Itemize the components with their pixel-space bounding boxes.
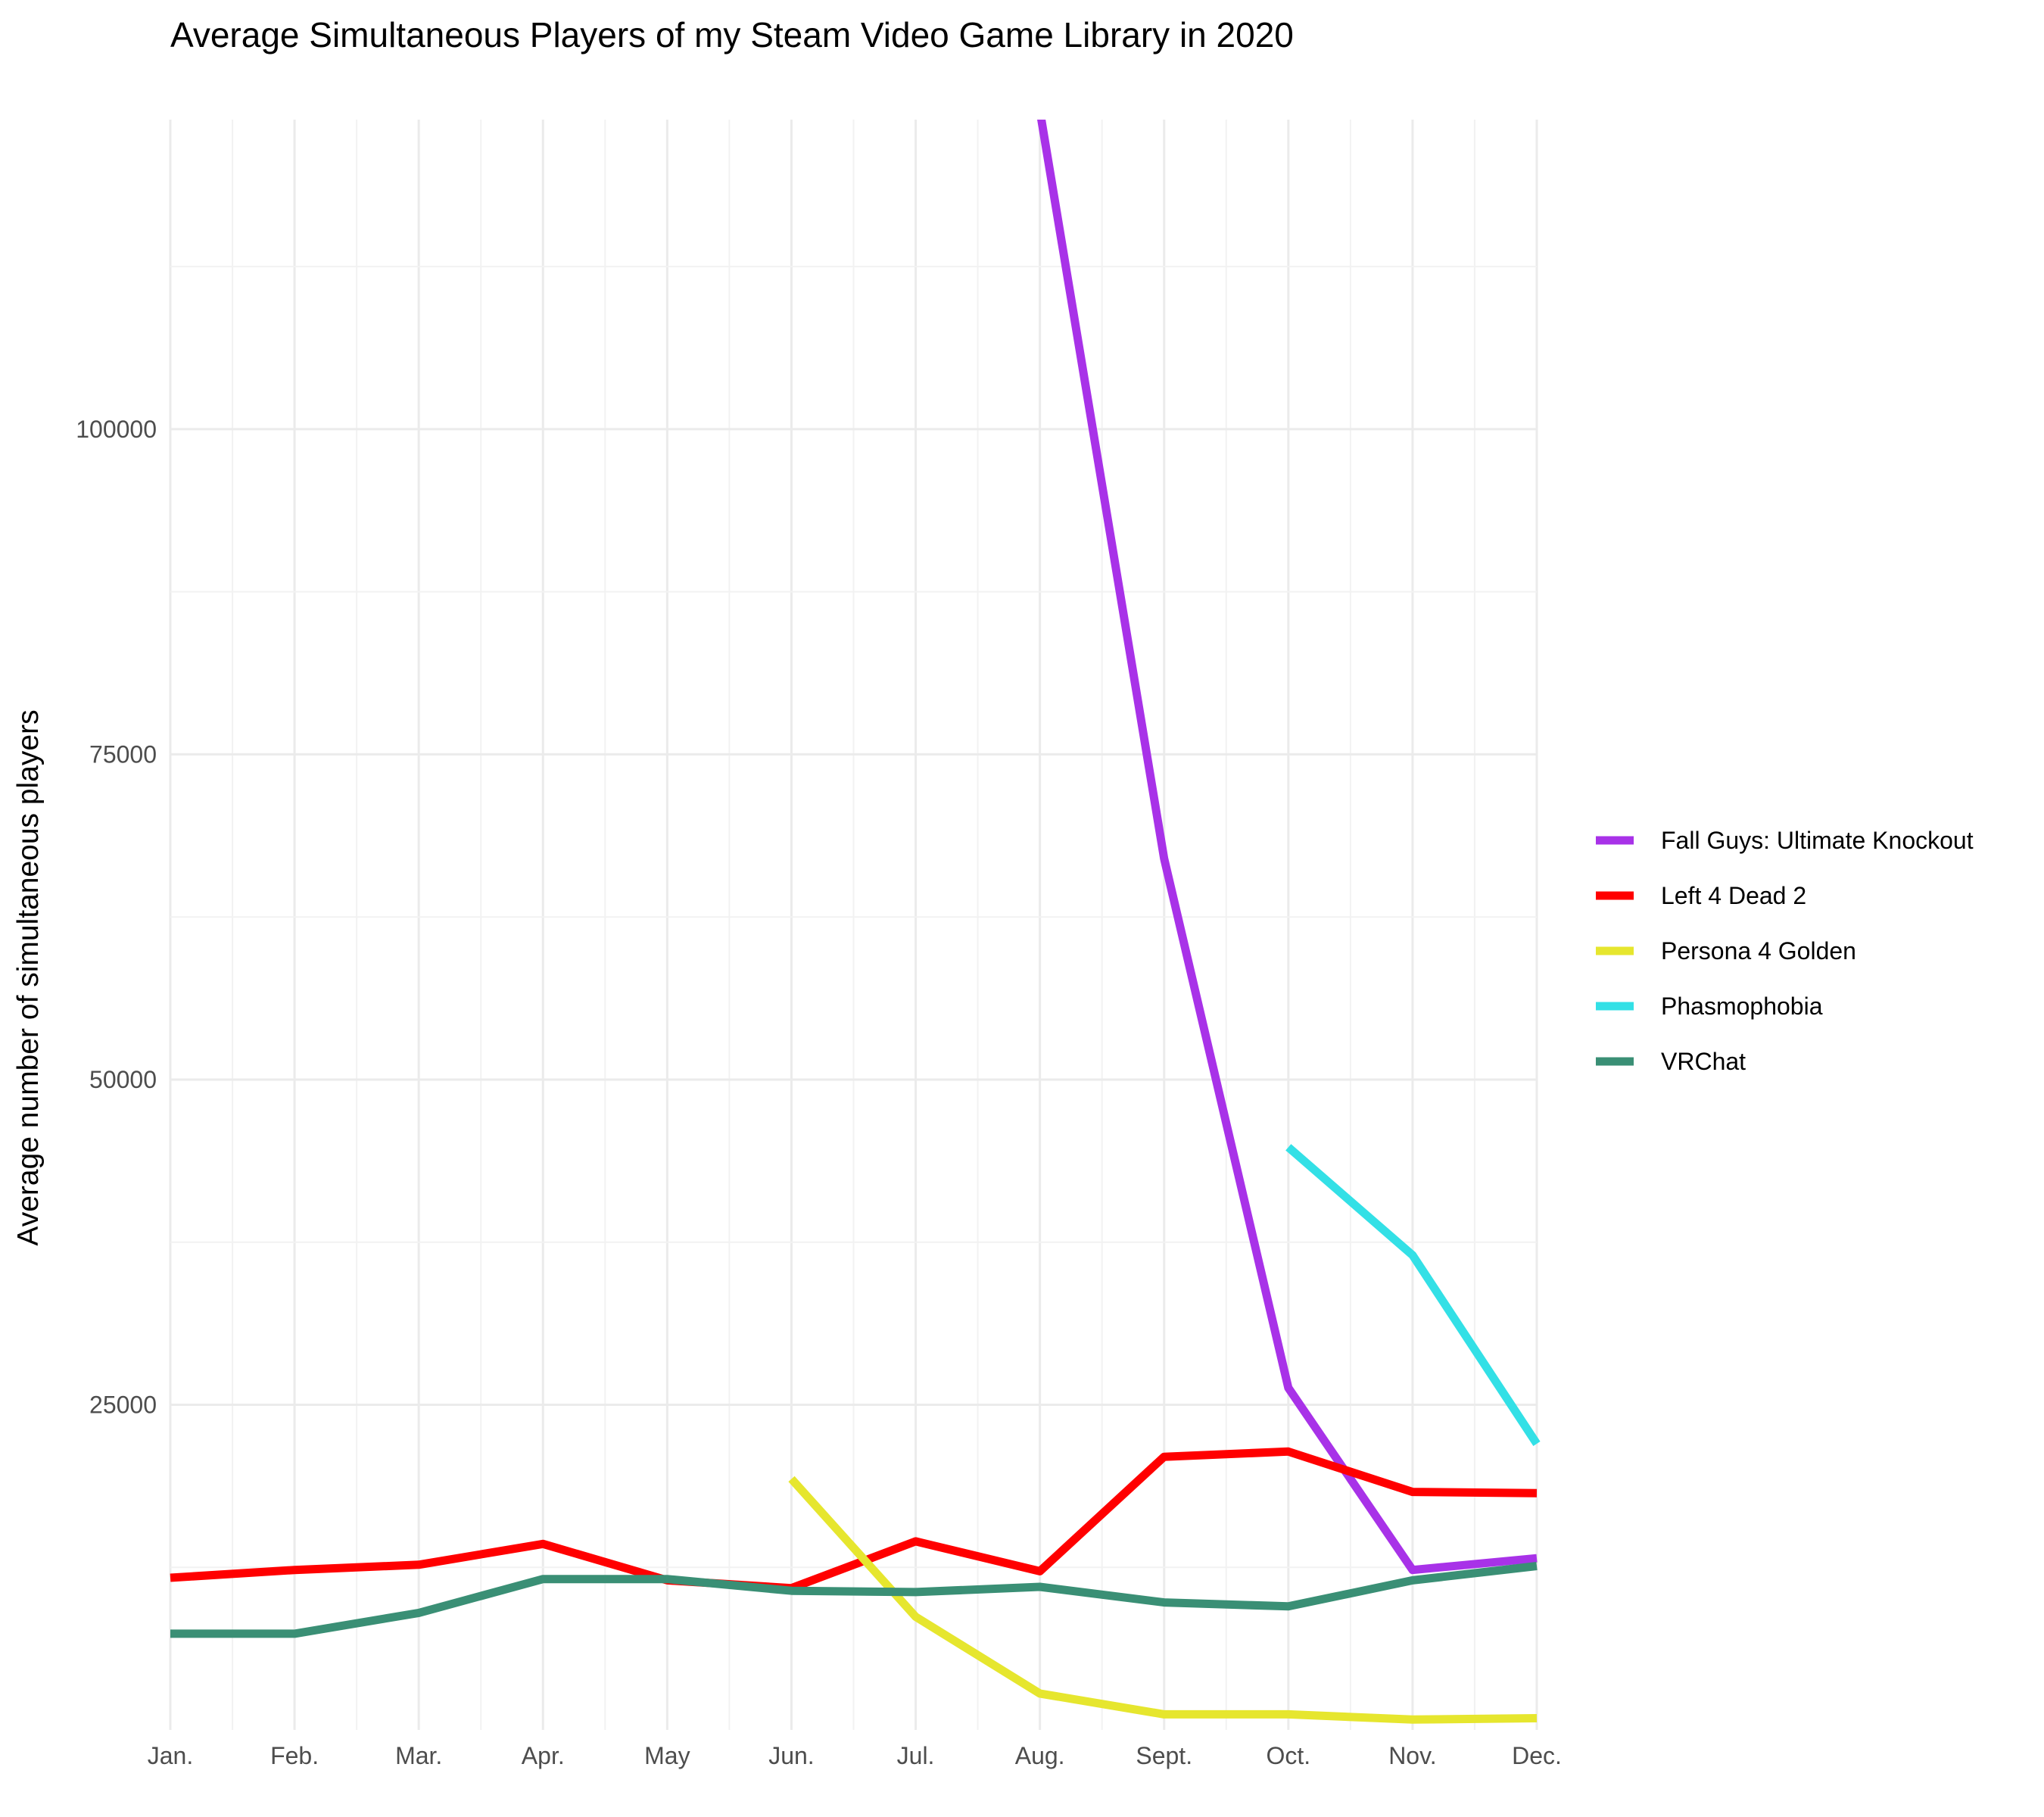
series-lines: [170, 120, 1541, 1724]
x-tick-label: Nov.: [1388, 1742, 1436, 1769]
axis-ticks: Jan. Feb. Mar. Apr. May Jun. Jul. Aug. Sept. Oct.…: [76, 416, 1562, 1769]
legend-label: Left 4 Dead 2: [1661, 882, 1806, 909]
legend: Fall Guys: Ultimate Knockout Left 4 Dead …: [1596, 827, 1974, 1075]
series-line-left-4-dead-2: [170, 1447, 1538, 1593]
x-tick-label: Feb.: [270, 1742, 319, 1769]
x-tick-label: Aug.: [1015, 1742, 1065, 1769]
x-tick-label: Mar.: [395, 1742, 442, 1769]
y-tick-label: 25000: [89, 1391, 157, 1418]
x-tick-label: Oct.: [1266, 1742, 1310, 1769]
x-tick-label: Jun.: [768, 1742, 814, 1769]
x-tick-label: Sept.: [1136, 1742, 1192, 1769]
chart-title: Average Simultaneous Players of my Steam…: [170, 15, 1294, 55]
legend-label: VRChat: [1661, 1048, 1746, 1075]
y-tick-label: 50000: [89, 1066, 157, 1093]
legend-label: Fall Guys: Ultimate Knockout: [1661, 827, 1974, 854]
y-axis-title: Average number of simultaneous players: [12, 709, 45, 1245]
series-line-fall-guys-ultimate-knockout: [1037, 120, 1538, 1575]
legend-label: Phasmophobia: [1661, 993, 1823, 1020]
y-tick-label: 100000: [76, 416, 157, 443]
x-tick-label: Dec.: [1512, 1742, 1562, 1769]
y-tick-label: 75000: [89, 740, 157, 768]
series-line-vrchat: [170, 1562, 1538, 1638]
x-tick-label: May: [644, 1742, 690, 1769]
series-line-persona-4-golden: [788, 1476, 1538, 1724]
legend-label: Persona 4 Golden: [1661, 937, 1856, 965]
x-tick-label: Jul.: [897, 1742, 935, 1769]
grid: [169, 120, 1538, 1730]
x-tick-label: Apr.: [522, 1742, 565, 1769]
series-line-phasmophobia: [1285, 1144, 1541, 1447]
x-tick-label: Jan.: [148, 1742, 193, 1769]
